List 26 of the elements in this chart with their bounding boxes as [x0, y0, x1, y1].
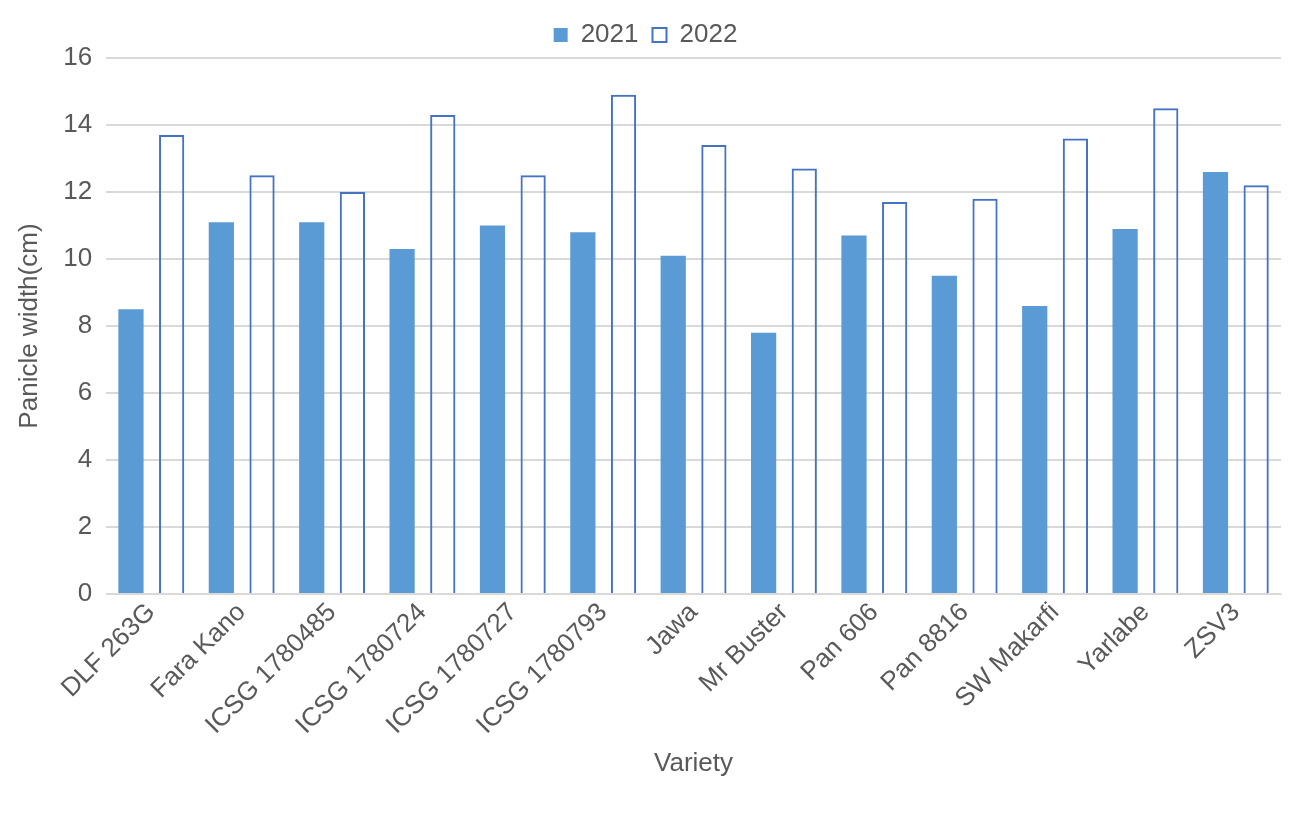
x-axis-title: Variety	[654, 746, 734, 777]
bar	[750, 332, 777, 594]
bar	[208, 222, 234, 594]
legend-label: 2022	[679, 18, 738, 49]
bar	[389, 248, 415, 594]
bar	[299, 222, 325, 594]
y-axis-title: Panicle width(cm)	[12, 223, 43, 429]
bar	[1022, 305, 1048, 594]
bar	[1112, 228, 1138, 594]
y-tick-label: 16	[63, 41, 93, 72]
y-tick-label: 12	[63, 175, 93, 206]
bar	[479, 225, 506, 594]
y-tick-label: 10	[63, 242, 93, 273]
y-tick-label: 0	[77, 577, 93, 608]
legend-label: 2021	[580, 18, 639, 49]
y-tick-label: 14	[63, 108, 93, 139]
bar	[931, 275, 957, 594]
bar	[1202, 171, 1229, 594]
bar	[841, 235, 867, 594]
bar	[660, 255, 686, 594]
bar	[118, 309, 144, 594]
bar	[570, 232, 596, 594]
y-tick-label: 8	[77, 309, 93, 340]
y-tick-label: 4	[77, 443, 93, 474]
y-tick-label: 2	[77, 510, 93, 541]
y-tick-label: 6	[77, 376, 93, 407]
